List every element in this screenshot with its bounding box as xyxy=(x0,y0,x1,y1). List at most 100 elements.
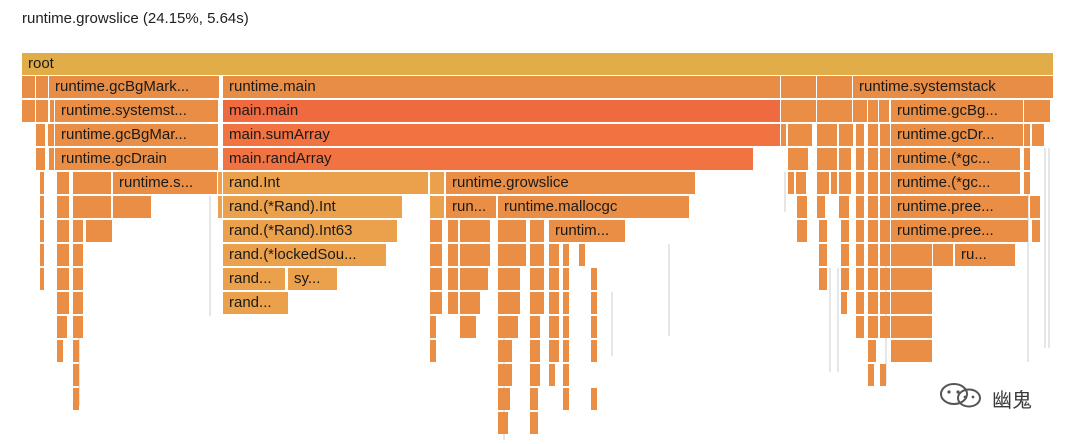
flame-frame[interactable]: rand.Int xyxy=(223,172,428,194)
flame-frame-unlabeled[interactable] xyxy=(563,268,569,290)
flame-frame-unlabeled[interactable] xyxy=(856,196,864,218)
flame-frame-unlabeled[interactable] xyxy=(868,172,878,194)
flame-frame-unlabeled[interactable] xyxy=(788,172,794,194)
flame-frame-unlabeled[interactable] xyxy=(1024,148,1030,170)
flame-frame-unlabeled[interactable] xyxy=(22,76,35,98)
flame-frame-unlabeled[interactable] xyxy=(839,124,853,146)
flame-frame-unlabeled[interactable] xyxy=(430,340,436,362)
flame-frame-unlabeled[interactable] xyxy=(933,244,953,266)
flame-frame-unlabeled[interactable] xyxy=(880,244,890,266)
flame-frame-unlabeled[interactable] xyxy=(530,340,540,362)
flame-frame-unlabeled[interactable] xyxy=(73,244,83,266)
flame-frame-unlabeled[interactable] xyxy=(430,268,442,290)
flame-frame-unlabeled[interactable] xyxy=(819,244,827,266)
flame-frame-unlabeled[interactable] xyxy=(430,220,442,242)
flame-frame[interactable]: runtime.main xyxy=(223,76,780,98)
flame-frame[interactable]: ru... xyxy=(955,244,1015,266)
flame-frame-unlabeled[interactable] xyxy=(498,412,508,434)
flame-frame[interactable]: main.sumArray xyxy=(223,124,780,146)
flame-frame-unlabeled[interactable] xyxy=(40,268,44,290)
flame-frame-unlabeled[interactable] xyxy=(880,364,886,386)
flame-frame-unlabeled[interactable] xyxy=(868,340,876,362)
flame-frame-unlabeled[interactable] xyxy=(856,292,864,314)
flame-frame-unlabeled[interactable] xyxy=(73,340,79,362)
flame-frame-unlabeled[interactable] xyxy=(796,172,806,194)
flame-frame-unlabeled[interactable] xyxy=(498,292,520,314)
flame-frame-unlabeled[interactable] xyxy=(891,316,932,338)
flame-frame-unlabeled[interactable] xyxy=(498,316,518,338)
flame-frame-unlabeled[interactable] xyxy=(430,172,444,194)
flame-frame-unlabeled[interactable] xyxy=(430,316,436,338)
flame-frame-unlabeled[interactable] xyxy=(498,268,520,290)
flame-frame-unlabeled[interactable] xyxy=(549,316,559,338)
flame-frame-unlabeled[interactable] xyxy=(819,268,827,290)
flame-frame-unlabeled[interactable] xyxy=(563,292,569,314)
flame-frame-unlabeled[interactable] xyxy=(40,172,44,194)
flame-frame-unlabeled[interactable] xyxy=(40,196,44,218)
flame-frame-unlabeled[interactable] xyxy=(841,292,847,314)
flame-frame-unlabeled[interactable] xyxy=(57,196,69,218)
flame-frame[interactable]: runtime.systemstack xyxy=(853,76,1053,98)
flame-frame-unlabeled[interactable] xyxy=(831,172,837,194)
flame-frame-unlabeled[interactable] xyxy=(57,172,69,194)
flame-frame-unlabeled[interactable] xyxy=(880,148,890,170)
flame-frame-unlabeled[interactable] xyxy=(113,196,151,218)
flame-frame[interactable]: runtime.s... xyxy=(113,172,217,194)
flame-frame-unlabeled[interactable] xyxy=(563,244,569,266)
flame-frame-unlabeled[interactable] xyxy=(448,268,458,290)
flame-frame-unlabeled[interactable] xyxy=(868,244,878,266)
flame-frame-unlabeled[interactable] xyxy=(781,100,816,122)
flame-frame-unlabeled[interactable] xyxy=(880,124,890,146)
flame-frame-unlabeled[interactable] xyxy=(73,220,83,242)
flame-frame-unlabeled[interactable] xyxy=(530,244,544,266)
flame-frame[interactable]: runtim... xyxy=(549,220,625,242)
flame-frame-unlabeled[interactable] xyxy=(856,172,864,194)
flame-frame-unlabeled[interactable] xyxy=(36,148,45,170)
flame-frame-unlabeled[interactable] xyxy=(591,268,597,290)
flame-frame-unlabeled[interactable] xyxy=(73,316,83,338)
flame-frame-unlabeled[interactable] xyxy=(839,148,851,170)
flame-frame-unlabeled[interactable] xyxy=(788,148,808,170)
flame-frame-unlabeled[interactable] xyxy=(530,364,540,386)
flame-frame[interactable]: root xyxy=(22,53,1053,75)
flame-frame-unlabeled[interactable] xyxy=(73,268,83,290)
flame-frame-unlabeled[interactable] xyxy=(839,196,849,218)
flame-frame-unlabeled[interactable] xyxy=(530,412,538,434)
flame-frame[interactable]: runtime.pree... xyxy=(891,220,1028,242)
flame-frame-unlabeled[interactable] xyxy=(73,364,79,386)
flame-frame-unlabeled[interactable] xyxy=(73,196,111,218)
flame-frame-unlabeled[interactable] xyxy=(218,172,222,194)
flame-frame[interactable]: runtime.(*gc... xyxy=(891,172,1020,194)
flame-frame-unlabeled[interactable] xyxy=(591,316,597,338)
flame-frame-unlabeled[interactable] xyxy=(498,220,526,242)
flame-frame-unlabeled[interactable] xyxy=(36,76,48,98)
flame-frame-unlabeled[interactable] xyxy=(579,244,585,266)
flame-frame[interactable]: run... xyxy=(446,196,496,218)
flame-frame-unlabeled[interactable] xyxy=(22,100,35,122)
flame-frame-unlabeled[interactable] xyxy=(549,244,559,266)
flame-frame-unlabeled[interactable] xyxy=(868,292,878,314)
flame-frame-unlabeled[interactable] xyxy=(856,220,864,242)
flame-frame-unlabeled[interactable] xyxy=(1032,124,1044,146)
flame-frame-unlabeled[interactable] xyxy=(57,292,69,314)
flame-frame-unlabeled[interactable] xyxy=(549,292,559,314)
flame-frame[interactable]: rand... xyxy=(223,268,285,290)
flame-frame-unlabeled[interactable] xyxy=(880,268,890,290)
flame-frame[interactable]: runtime.gcDr... xyxy=(891,124,1023,146)
flame-frame-unlabeled[interactable] xyxy=(1024,172,1030,194)
flame-frame-unlabeled[interactable] xyxy=(880,172,890,194)
flame-frame[interactable]: main.randArray xyxy=(223,148,753,170)
flame-frame-unlabeled[interactable] xyxy=(880,196,890,218)
flame-frame-unlabeled[interactable] xyxy=(448,292,458,314)
flame-frame-unlabeled[interactable] xyxy=(819,220,827,242)
flame-frame-unlabeled[interactable] xyxy=(50,100,54,122)
flame-frame-unlabeled[interactable] xyxy=(430,244,442,266)
flame-frame-unlabeled[interactable] xyxy=(549,268,559,290)
flame-frame-unlabeled[interactable] xyxy=(530,292,544,314)
flame-frame-unlabeled[interactable] xyxy=(530,268,544,290)
flame-frame-unlabeled[interactable] xyxy=(49,148,54,170)
flame-frame-unlabeled[interactable] xyxy=(880,292,890,314)
flame-frame-unlabeled[interactable] xyxy=(868,316,878,338)
flame-frame-unlabeled[interactable] xyxy=(879,100,889,122)
flame-frame-unlabeled[interactable] xyxy=(817,196,825,218)
